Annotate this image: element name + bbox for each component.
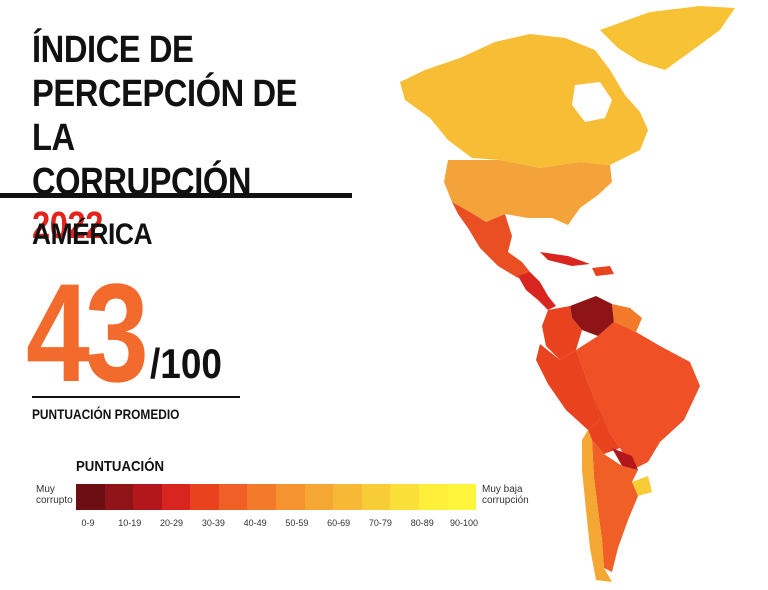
legend-tick-label: 30-39 — [201, 518, 225, 528]
legend-tick-label: 80-89 — [410, 518, 434, 528]
score-max: /100 — [150, 340, 222, 387]
title-divider — [0, 193, 352, 198]
legend-color-scale — [76, 484, 477, 510]
legend-low-label: Muy corrupto — [36, 484, 73, 506]
legend-swatch — [190, 484, 219, 510]
legend-swatch — [133, 484, 162, 510]
map-colombia — [542, 306, 582, 360]
map-greenland — [600, 6, 735, 70]
legend-swatch — [333, 484, 362, 510]
region-label: AMÉRICA — [32, 218, 153, 251]
legend-tick-label: 10-19 — [118, 518, 142, 528]
legend-ticks: 0-9 10-19 20-29 30-39 40-49 50-59 60-69 70-79 80… — [76, 518, 479, 532]
legend-tick-label: 0-9 — [81, 518, 95, 528]
legend-swatch — [247, 484, 277, 510]
map-bolivia — [588, 398, 620, 454]
map-central-america — [518, 272, 556, 310]
legend-swatch — [361, 484, 391, 510]
map-cuba — [540, 252, 590, 266]
legend-tick-label: 60-69 — [327, 518, 351, 528]
legend-swatch — [161, 484, 191, 510]
legend-high-label: Muy baja corrupción — [482, 484, 529, 506]
map-paraguay — [612, 448, 638, 470]
legend-tick-label: 20-29 — [160, 518, 184, 528]
title-line-1: ÍNDICE DE — [32, 29, 194, 71]
legend-tick-label: 70-79 — [368, 518, 392, 528]
legend-swatch — [418, 484, 448, 510]
map-mexico — [452, 202, 530, 278]
map-hudson-bay — [572, 82, 612, 122]
map-venezuela — [570, 296, 614, 336]
map-canada — [400, 34, 648, 168]
map-chile — [582, 430, 612, 582]
title-line-2: PERCEPCIÓN DE LA — [32, 73, 297, 159]
legend-tick-label: 90-100 — [449, 518, 479, 528]
legend-swatch — [304, 484, 334, 510]
legend-swatch — [218, 484, 248, 510]
legend-tick-label: 50-59 — [285, 518, 309, 528]
map-guianas — [612, 304, 642, 332]
legend-swatch — [104, 484, 134, 510]
map-uruguay — [632, 476, 652, 496]
map-hispaniola — [592, 266, 614, 276]
legend-swatch — [276, 484, 305, 510]
legend-tick-label: 40-49 — [243, 518, 267, 528]
map-brazil — [576, 322, 700, 470]
americas-map — [400, 6, 735, 582]
map-peru — [536, 344, 600, 430]
title-year: 2022 — [32, 205, 103, 247]
average-score: 43 — [26, 254, 149, 411]
page-title: ÍNDICE DE PERCEPCIÓN DE LA CORRUPCIÓN 20… — [32, 28, 324, 248]
map-argentina — [592, 440, 638, 572]
legend-swatch — [447, 484, 477, 510]
legend-swatch — [76, 484, 105, 510]
map-united-states — [444, 160, 612, 225]
score-divider — [32, 396, 240, 398]
legend-title: PUNTUACIÓN — [76, 458, 164, 475]
score-label: PUNTUACIÓN PROMEDIO — [32, 406, 180, 422]
legend-swatch — [390, 484, 419, 510]
